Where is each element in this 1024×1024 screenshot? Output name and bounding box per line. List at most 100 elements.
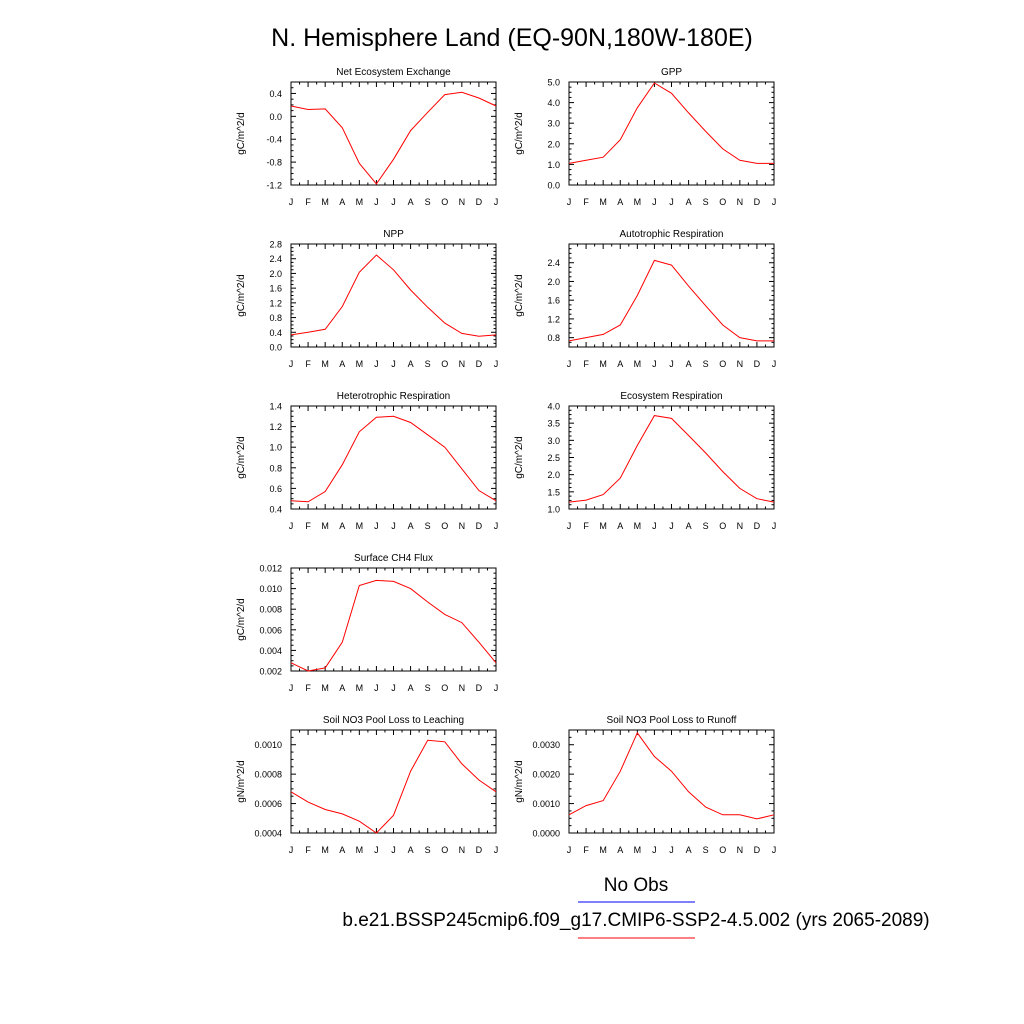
series-line-gpp (568, 82, 774, 164)
x-tick-label: J (652, 359, 657, 369)
x-tick-label: M (356, 197, 364, 207)
y-axis-label: gC/m^2/d (236, 436, 247, 479)
legend-case-label: b.e21.BSSP245cmip6.f09_g17.CMIP6-SSP2-4.… (342, 910, 929, 931)
y-tick-label: 1.0 (547, 160, 560, 170)
y-tick-label: 1.6 (269, 284, 282, 294)
x-tick-label: D (754, 359, 761, 369)
series-line-autotrophic-respiration (568, 259, 774, 342)
x-tick-label: J (289, 683, 294, 693)
x-tick-label: O (441, 197, 448, 207)
y-axis-label: gC/m^2/d (514, 436, 525, 479)
y-tick-label: 0.012 (259, 564, 282, 574)
y-tick-label: 1.4 (269, 402, 282, 412)
x-tick-label: J (494, 683, 499, 693)
y-axis-label: gN/m^2/d (236, 760, 247, 803)
y-tick-label: 2.0 (547, 277, 560, 287)
y-tick-label: 1.5 (547, 487, 560, 497)
panel-title: Surface CH4 Flux (354, 553, 433, 564)
x-tick-label: J (289, 521, 294, 531)
x-tick-label: M (634, 845, 642, 855)
x-tick-label: A (339, 521, 345, 531)
y-tick-label: 0.0 (547, 181, 560, 191)
x-tick-label: J (289, 359, 294, 369)
y-tick-label: 1.0 (547, 505, 560, 515)
x-tick-label: A (617, 521, 623, 531)
series-line-ecosystem-respiration (568, 415, 775, 503)
y-tick-label: 0.008 (259, 605, 282, 615)
x-tick-label: N (459, 197, 466, 207)
plot-frame (290, 729, 497, 834)
x-tick-label: M (599, 845, 607, 855)
x-tick-label: M (634, 359, 642, 369)
x-tick-label: A (339, 359, 345, 369)
x-tick-label: M (321, 521, 329, 531)
x-tick-label: M (356, 683, 364, 693)
x-tick-label: A (686, 359, 692, 369)
plot-frame (290, 567, 497, 672)
y-tick-label: 0.0010 (254, 740, 282, 750)
y-tick-label: 0.004 (259, 646, 282, 656)
y-tick-label: 0.006 (259, 625, 282, 635)
x-tick-label: A (617, 845, 623, 855)
x-tick-label: N (459, 683, 466, 693)
y-tick-label: 1.2 (269, 298, 282, 308)
x-tick-label: J (391, 521, 396, 531)
x-tick-label: F (305, 359, 311, 369)
y-tick-label: 0.8 (269, 463, 282, 473)
x-tick-label: F (305, 683, 311, 693)
x-tick-label: J (567, 197, 572, 207)
x-tick-label: J (391, 359, 396, 369)
x-tick-label: J (391, 197, 396, 207)
x-tick-label: J (669, 197, 674, 207)
x-tick-label: N (459, 521, 466, 531)
y-axis-label: gC/m^2/d (514, 274, 525, 317)
x-tick-label: D (754, 197, 761, 207)
x-tick-label: F (305, 845, 311, 855)
plot-frame (568, 243, 775, 348)
x-tick-label: J (669, 521, 674, 531)
x-tick-label: A (339, 197, 345, 207)
y-tick-label: 0.0 (269, 343, 282, 353)
x-tick-label: F (305, 197, 311, 207)
x-tick-label: A (686, 521, 692, 531)
y-tick-label: 1.2 (547, 314, 560, 324)
y-tick-label: 0.010 (259, 584, 282, 594)
x-tick-label: J (494, 521, 499, 531)
x-tick-label: A (686, 845, 692, 855)
x-tick-label: D (754, 521, 761, 531)
panel-title: Heterotrophic Respiration (337, 391, 450, 402)
y-tick-label: 0.0 (269, 112, 282, 122)
x-tick-label: O (719, 197, 726, 207)
x-tick-label: M (356, 845, 364, 855)
y-tick-label: 0.6 (269, 484, 282, 494)
y-tick-label: 2.5 (547, 453, 560, 463)
x-tick-label: M (356, 521, 364, 531)
x-tick-label: M (321, 845, 329, 855)
x-tick-label: O (719, 521, 726, 531)
x-tick-label: F (583, 521, 589, 531)
y-tick-label: 0.8 (547, 333, 560, 343)
x-tick-label: J (494, 845, 499, 855)
x-tick-label: M (321, 683, 329, 693)
x-tick-label: O (441, 521, 448, 531)
series-line-npp (290, 254, 497, 337)
x-tick-label: M (634, 521, 642, 531)
y-tick-label: 0.0010 (532, 799, 560, 809)
y-tick-label: 0.0030 (532, 740, 560, 750)
y-tick-label: 0.4 (269, 89, 282, 99)
x-tick-label: S (703, 359, 709, 369)
y-tick-label: 2.4 (269, 254, 282, 264)
x-tick-label: J (772, 845, 777, 855)
x-tick-label: O (441, 845, 448, 855)
y-tick-label: 2.0 (547, 470, 560, 480)
x-tick-label: A (408, 197, 414, 207)
y-tick-label: 0.0008 (254, 770, 282, 780)
x-tick-label: A (339, 845, 345, 855)
x-tick-label: A (408, 683, 414, 693)
y-tick-label: -0.4 (266, 135, 282, 145)
x-tick-label: J (494, 359, 499, 369)
